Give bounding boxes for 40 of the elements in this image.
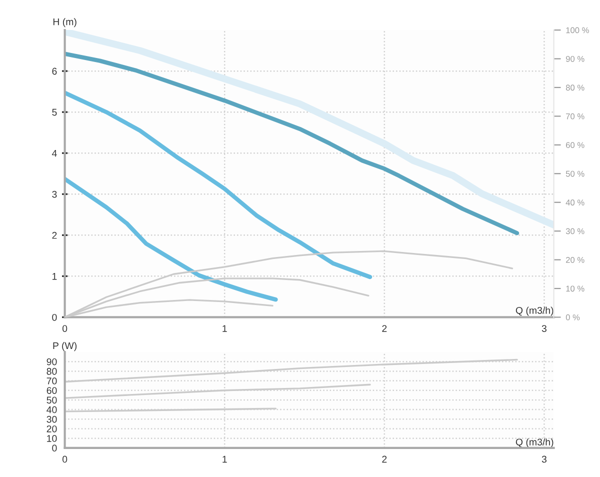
x-tick-label: 0: [62, 456, 68, 463]
y-tick-label: 5: [52, 108, 57, 116]
x-tick-label: 1: [222, 456, 227, 463]
y-tick-label: 3: [52, 190, 57, 198]
y-tick-label: 20: [46, 425, 57, 432]
y-tick-label: 0: [52, 314, 57, 321]
y-tick-label: 2: [52, 232, 57, 239]
y2-tick-label: 60 %: [566, 142, 584, 148]
x-tick-label: 1: [222, 325, 227, 332]
y2-tick-label: 90 %: [566, 56, 584, 62]
y-tick-label: 60: [46, 387, 57, 394]
y-axis-title: H (m): [53, 18, 76, 28]
y-tick-label: 90: [46, 358, 57, 366]
x-tick-label: 2: [382, 456, 387, 463]
y2-tick-label: 30 %: [566, 228, 584, 234]
y-tick-label: 40: [46, 406, 57, 414]
y2-tick-label: 10 %: [566, 286, 584, 292]
x-tick-label: 3: [542, 325, 546, 332]
y-axis-title: P (W): [53, 342, 77, 352]
y-tick-label: 80: [46, 368, 57, 375]
y-tick-label: 6: [52, 68, 57, 75]
y2-tick-label: 80 %: [566, 84, 584, 91]
y2-tick-label: 70 %: [566, 113, 584, 120]
x-axis-title: Q (m3/h): [516, 306, 554, 316]
y-tick-label: 10: [47, 435, 57, 442]
x-axis-title: Q (m3/h): [516, 438, 554, 448]
y2-tick-label: 50 %: [566, 170, 584, 177]
y2-tick-label: 20 %: [566, 256, 584, 263]
y-tick-label: 30: [46, 416, 57, 423]
x-tick-label: 3: [542, 456, 546, 463]
y-tick-label: 1: [52, 273, 57, 280]
x-tick-label: 2: [382, 325, 387, 332]
y2-tick-label: 100 %: [566, 27, 589, 34]
x-tick-label: 0: [62, 325, 68, 332]
y2-tick-label: 40 %: [566, 200, 584, 206]
y-tick-label: 0: [52, 444, 57, 452]
y-tick-label: 50: [46, 396, 57, 404]
y-tick-label: 70: [46, 378, 57, 384]
y2-tick-label: 0 %: [566, 314, 580, 320]
y-tick-label: 4: [52, 150, 57, 157]
